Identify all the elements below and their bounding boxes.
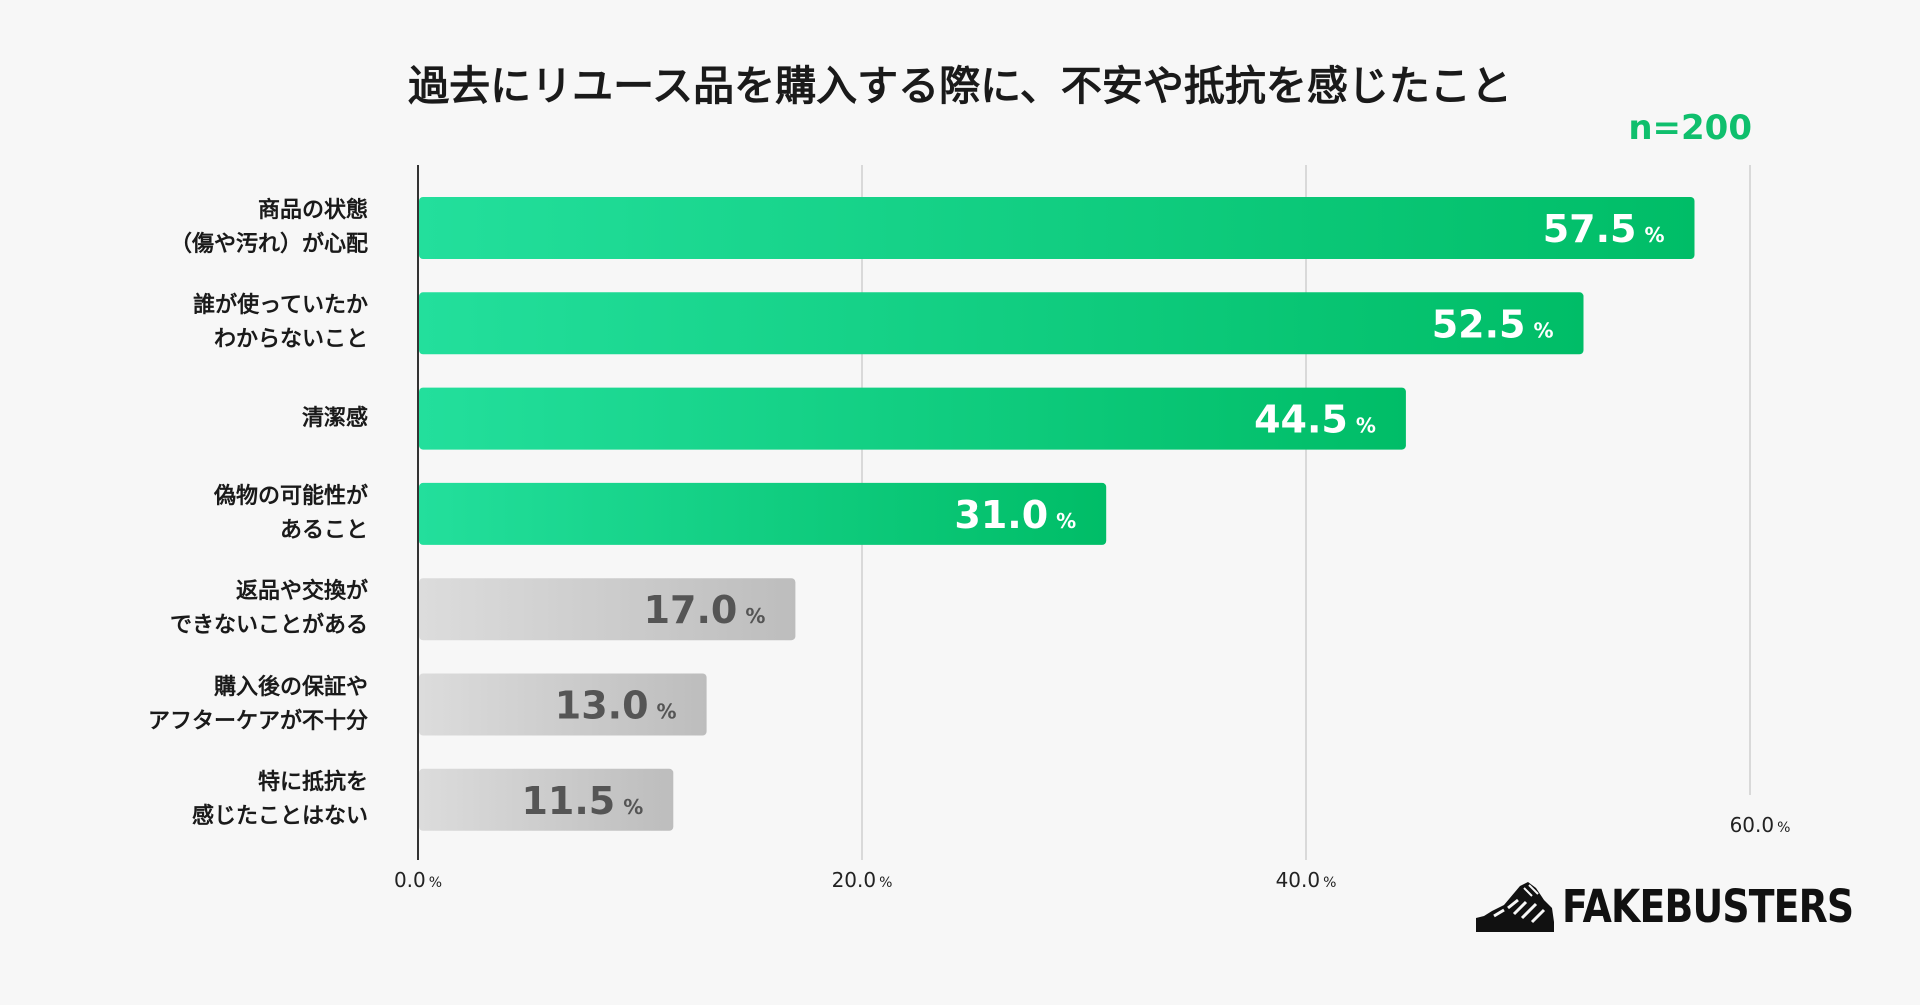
category-label: 偽物の可能性が あること (213, 483, 368, 543)
bar-value-label: 52.5% (1432, 302, 1554, 346)
x-tick-label: 60.0% (1730, 813, 1791, 837)
x-tick-label: 0.0% (394, 868, 442, 892)
category-label: 購入後の保証や アフターケアが不十分 (147, 674, 368, 734)
bar-value-label: 11.5% (521, 779, 643, 823)
x-tick-label: 40.0% (1276, 868, 1337, 892)
category-label: 誰が使っていたか わからないこと (193, 293, 368, 353)
bar (419, 673, 707, 736)
bar-value-label: 44.5% (1254, 398, 1376, 442)
bar-value-label: 13.0% (555, 684, 677, 728)
category-label: 商品の状態 （傷や汚れ）が心配 (169, 198, 368, 257)
logo-text: FAKEBUSTERS (1562, 879, 1854, 933)
bar (419, 768, 674, 831)
bar (419, 292, 1584, 355)
bar (419, 387, 1406, 450)
bar-value-label: 17.0% (644, 588, 766, 632)
x-tick-label: 20.0% (832, 868, 893, 892)
bar-value-label: 57.5% (1543, 207, 1665, 251)
bar-value-label: 31.0% (954, 493, 1076, 537)
category-label: 清潔感 (301, 405, 368, 431)
chart-title: 過去にリユース品を購入する際に、不安や抵抗を感じたこと (408, 62, 1512, 110)
sample-size-label: n=200 (1628, 108, 1752, 148)
fakebusters-logo: FAKEBUSTERS (1474, 876, 1909, 936)
category-label: 返品や交換が できないことがある (169, 579, 368, 639)
bar (419, 482, 1107, 545)
category-label: 特に抵抗を 感じたことはない (191, 769, 368, 829)
bar (419, 578, 796, 641)
sneaker-icon (1476, 882, 1554, 932)
bar (419, 197, 1695, 259)
